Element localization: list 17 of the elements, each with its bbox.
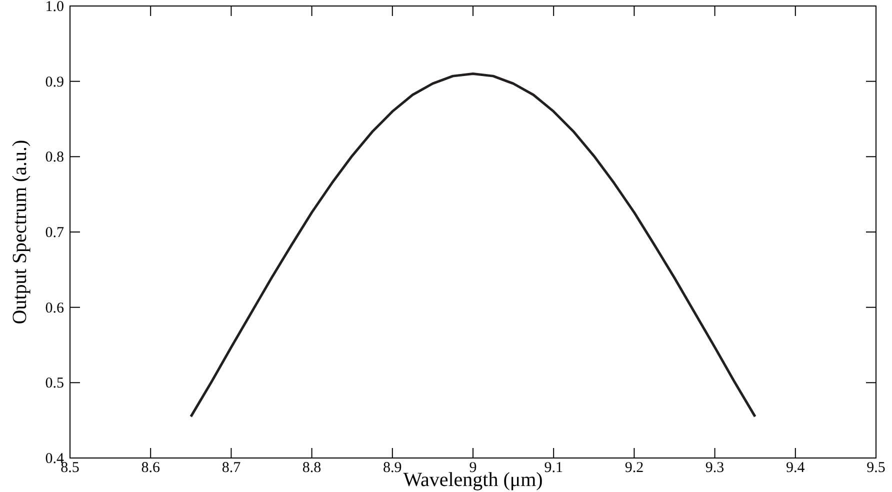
y-tick-label: 0.7 [45, 225, 64, 241]
y-tick-label: 0.5 [45, 376, 64, 392]
y-tick-label: 0.9 [45, 74, 64, 90]
x-tick-label: 9.1 [544, 460, 563, 476]
x-tick-label: 8.6 [141, 460, 160, 476]
y-axis-title: Output Spectrum (a.u.) [9, 140, 31, 324]
y-tick-label: 1.0 [45, 0, 64, 15]
y-tick-label: 0.8 [45, 150, 64, 166]
x-tick-label: 8.7 [222, 460, 242, 476]
x-tick-label: 9.5 [866, 460, 886, 476]
x-tick-label: 9.4 [786, 460, 806, 476]
y-tick-label: 0.6 [45, 300, 64, 316]
line-series [190, 72, 756, 418]
x-tick-label: 9.2 [624, 460, 644, 476]
x-tick-label: 9.3 [705, 460, 724, 476]
x-tick-label: 8.9 [383, 460, 402, 476]
x-tick-label: 8.8 [302, 460, 322, 476]
